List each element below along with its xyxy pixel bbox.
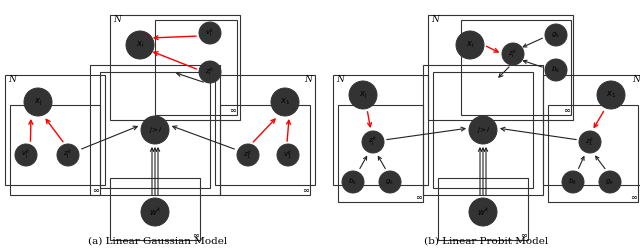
Circle shape	[24, 88, 52, 116]
Text: N: N	[113, 15, 121, 24]
Text: $\infty$: $\infty$	[302, 186, 310, 195]
Text: $x_{\rm j}$: $x_{\rm j}$	[34, 96, 42, 108]
Text: $z_{\rm 1}^k$: $z_{\rm 1}^k$	[586, 135, 595, 149]
Bar	[423, 65, 543, 195]
Circle shape	[502, 43, 524, 65]
Circle shape	[579, 131, 601, 153]
Text: (a) Linear Gaussian Model: (a) Linear Gaussian Model	[88, 237, 228, 246]
Bar	[438, 178, 528, 240]
Circle shape	[562, 171, 584, 193]
Text: N: N	[632, 75, 640, 84]
Circle shape	[199, 61, 221, 83]
Circle shape	[15, 144, 37, 166]
Circle shape	[379, 171, 401, 193]
Circle shape	[342, 171, 364, 193]
Circle shape	[469, 198, 497, 226]
Circle shape	[237, 144, 259, 166]
Text: $\infty$: $\infty$	[415, 193, 423, 202]
Bar	[90, 65, 220, 195]
Text: $x_{\rm i}$: $x_{\rm i}$	[466, 40, 474, 50]
Bar	[543, 75, 640, 185]
Text: $b_k$: $b_k$	[551, 65, 561, 75]
Bar	[220, 105, 310, 195]
Circle shape	[271, 88, 299, 116]
Text: $\infty$: $\infty$	[229, 106, 237, 115]
Text: $\infty$: $\infty$	[563, 106, 571, 115]
Bar	[548, 105, 638, 202]
Text: $g_k$: $g_k$	[551, 30, 561, 40]
Text: $j\!>\!i$: $j\!>\!i$	[148, 125, 161, 135]
Text: $z_{\rm i}^k$: $z_{\rm i}^k$	[509, 47, 518, 61]
Bar	[461, 20, 571, 115]
Text: $x_{\rm j}$: $x_{\rm j}$	[359, 90, 367, 101]
Circle shape	[141, 198, 169, 226]
Bar	[338, 105, 423, 202]
Circle shape	[469, 116, 497, 144]
Circle shape	[362, 131, 384, 153]
Text: (b) Linear Probit Model: (b) Linear Probit Model	[424, 237, 548, 246]
Bar	[110, 178, 200, 240]
Text: $w^k$: $w^k$	[148, 206, 161, 218]
Text: $v_{\rm i}^k$: $v_{\rm i}^k$	[205, 26, 215, 40]
Circle shape	[277, 144, 299, 166]
Circle shape	[141, 116, 169, 144]
Text: $z_{\rm j}^k$: $z_{\rm j}^k$	[63, 148, 72, 162]
Circle shape	[597, 81, 625, 109]
Text: $w^k$: $w^k$	[477, 206, 490, 218]
Circle shape	[126, 31, 154, 59]
Circle shape	[199, 22, 221, 44]
Text: $g_k$: $g_k$	[605, 178, 614, 186]
Circle shape	[545, 59, 567, 81]
Bar	[110, 15, 240, 120]
Bar	[155, 20, 237, 115]
Text: N: N	[336, 75, 344, 84]
Bar	[100, 72, 210, 188]
Bar	[5, 75, 105, 185]
Text: $\infty$: $\infty$	[92, 186, 100, 195]
Circle shape	[545, 24, 567, 46]
Text: $\infty$: $\infty$	[520, 231, 528, 240]
Circle shape	[599, 171, 621, 193]
Circle shape	[456, 31, 484, 59]
Text: $x_{\rm i}$: $x_{\rm i}$	[136, 40, 144, 50]
Circle shape	[349, 81, 377, 109]
Text: $v_{\rm 1}^k$: $v_{\rm 1}^k$	[284, 148, 292, 162]
Text: N: N	[8, 75, 16, 84]
Text: $z_{\rm i}^k$: $z_{\rm i}^k$	[205, 65, 214, 79]
Text: $v_{\rm j}^k$: $v_{\rm j}^k$	[21, 148, 31, 162]
Bar	[333, 75, 428, 185]
Bar	[215, 75, 315, 185]
Text: N: N	[431, 15, 439, 24]
Text: $\infty$: $\infty$	[192, 231, 200, 240]
Bar	[433, 72, 533, 188]
Text: $x_{\rm 1}$: $x_{\rm 1}$	[606, 90, 616, 100]
Text: $g_k$: $g_k$	[385, 178, 395, 186]
Bar	[10, 105, 100, 195]
Text: $b_k$: $b_k$	[348, 177, 358, 187]
Text: $z_{\rm j}^k$: $z_{\rm j}^k$	[369, 135, 378, 149]
Text: $\infty$: $\infty$	[630, 193, 638, 202]
Text: $j\!>\!i$: $j\!>\!i$	[477, 125, 490, 135]
Text: $x_{\rm 1}$: $x_{\rm 1}$	[280, 97, 290, 107]
Text: $z_{\rm 1}^k$: $z_{\rm 1}^k$	[243, 148, 253, 162]
Text: $b_k$: $b_k$	[568, 177, 578, 187]
Bar	[428, 15, 573, 120]
Circle shape	[57, 144, 79, 166]
Text: N: N	[304, 75, 312, 84]
